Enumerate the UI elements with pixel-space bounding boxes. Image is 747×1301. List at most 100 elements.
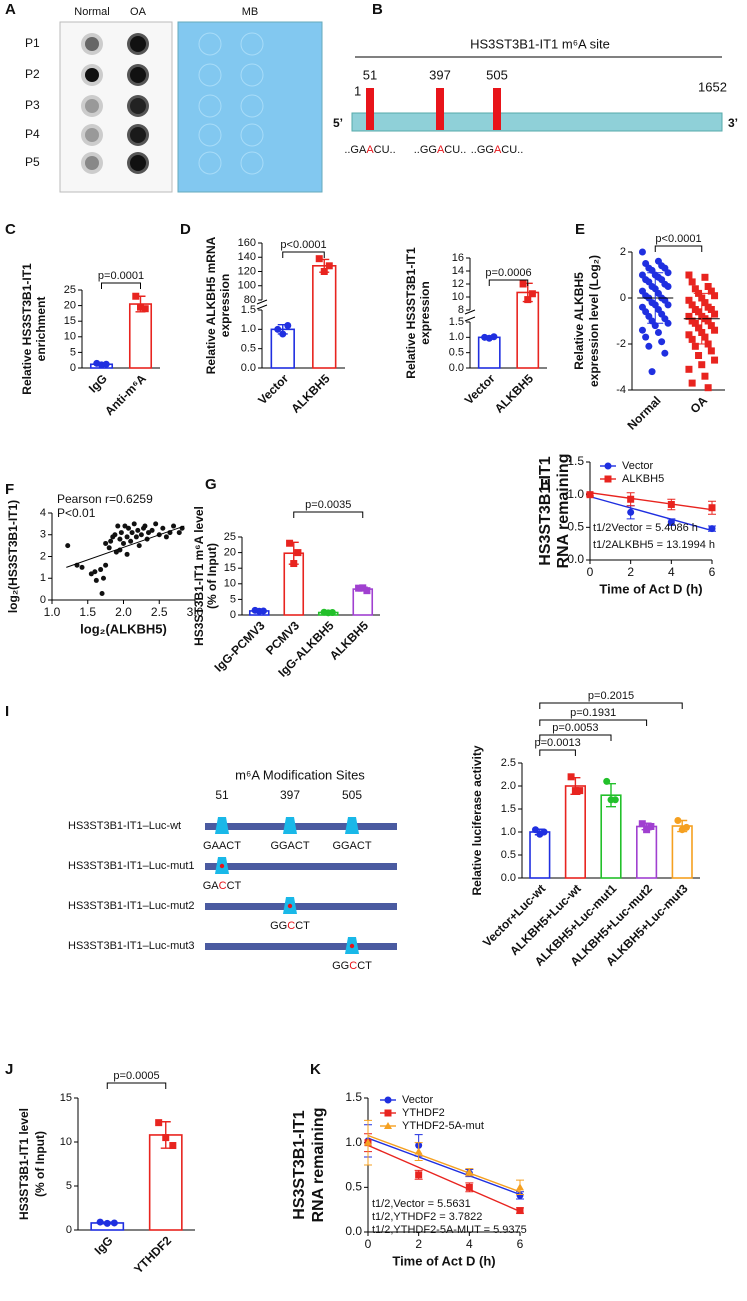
data-point [284, 321, 292, 329]
transcript-bar [351, 112, 723, 132]
data-point [286, 539, 294, 547]
y-axis-label: RNA remaining [555, 454, 572, 569]
data-point [567, 773, 575, 781]
y-tick-label: 10 [452, 291, 464, 303]
y-tick-label: 140 [238, 251, 256, 263]
y-tick-label: 10 [224, 578, 236, 590]
fit-line [367, 1134, 521, 1193]
y-tick-label: 12 [452, 278, 464, 290]
motif-part: GG [270, 920, 287, 932]
data-point [701, 372, 709, 380]
motif-part: CT [295, 920, 310, 932]
x-tick-label: IgG-PCMV3 [212, 618, 268, 674]
x-tick-label: 0 [587, 565, 594, 579]
panel-label: H [540, 476, 551, 493]
annotation: Pearson r=0.6259 [57, 492, 153, 506]
data-point [685, 271, 693, 279]
legend-marker [604, 475, 612, 483]
error-bar [693, 292, 710, 345]
data-point [661, 349, 669, 357]
row-label: P2 [25, 67, 40, 81]
y-tick-label: 15 [224, 562, 236, 574]
data-point [516, 1191, 524, 1199]
x-tick-label: 2.5 [151, 605, 168, 619]
data-point [667, 500, 675, 508]
y-tick-label: 5 [70, 346, 76, 358]
data-point [465, 1183, 473, 1191]
blot-dot [130, 67, 146, 83]
x-axis-label: Time of Act D (h) [392, 1253, 495, 1268]
y-tick-label: 80 [244, 294, 256, 306]
y-tick-label: 1.5 [449, 316, 464, 328]
data-point [576, 787, 584, 795]
data-point [414, 1147, 423, 1155]
y-tick-label: 8 [458, 304, 464, 316]
y-tick-label: 0 [40, 594, 46, 606]
row-label: P3 [25, 98, 40, 112]
annotation: t1/2,Vector = 5.5631 [372, 1198, 471, 1210]
annotation: P<0.01 [57, 506, 96, 520]
annotation: t1/2ALKBH5 = 13.1994 h [593, 539, 715, 551]
stain-label: MB [242, 6, 259, 18]
y-axis-label: Relative HS3ST3B1-IT1 [20, 263, 34, 395]
data-point [603, 777, 611, 785]
y-axis-label: HS3ST3B1-IT1 m⁶A level [192, 506, 206, 646]
data-point [149, 527, 155, 533]
mutation-dot [287, 903, 293, 909]
data-point [695, 352, 703, 359]
construct-name: HS3ST3B1-IT1–Luc-wt [68, 820, 181, 832]
y-tick-label: 0 [66, 1224, 72, 1236]
blot-dot [85, 128, 99, 142]
panel-label: A [5, 1, 16, 18]
bar [477, 336, 501, 369]
legend-label: ALKBH5 [622, 473, 664, 485]
significance-bracket [539, 749, 576, 756]
y-tick-label: 20 [224, 547, 236, 559]
y-tick-label: 100 [238, 280, 256, 292]
data-point [102, 360, 110, 368]
y-tick-label: 0.5 [567, 520, 584, 534]
y-tick-label: 10 [60, 1136, 72, 1148]
y-axis-label: expression [418, 281, 432, 344]
y-tick-label: 3 [40, 529, 46, 541]
y-tick-label: 16 [452, 252, 464, 264]
y-axis-label: HS3ST3B1-IT1 level [17, 1108, 31, 1220]
data-point [524, 296, 532, 304]
construct-bar [205, 903, 397, 910]
five-prime: 5’ [333, 116, 343, 130]
y-tick-label: 1.0 [449, 331, 464, 343]
mb-dot [240, 63, 264, 87]
panel-label: C [5, 221, 16, 238]
site-motif: ..GAACU.. [344, 144, 395, 156]
y-axis-label: Relative ALKBH5 mRNA [204, 236, 218, 374]
p-value: p=0.1931 [570, 707, 616, 719]
y-tick-label: 25 [64, 284, 76, 296]
y-tick-label: 14 [452, 265, 464, 277]
mb-dot [198, 123, 222, 147]
data-point [654, 329, 662, 336]
y-tick-label: -4 [616, 384, 626, 396]
mb-dot [240, 32, 264, 56]
data-point [98, 567, 104, 573]
site-marker [215, 817, 229, 834]
y-tick-label: 4 [40, 507, 46, 519]
bar [636, 825, 658, 879]
data-point [132, 292, 140, 300]
x-axis-label: Time of Act D (h) [599, 581, 702, 596]
bar [128, 303, 153, 369]
blot-dot [130, 98, 146, 114]
panel-label: G [205, 476, 217, 493]
motif-part: ..GG [471, 144, 494, 156]
data-point [294, 549, 302, 557]
x-tick-label: Vector [255, 371, 291, 407]
y-tick-label: 15 [60, 1092, 72, 1104]
data-point [490, 333, 498, 341]
data-point [137, 303, 144, 311]
data-point [664, 319, 672, 327]
data-point [695, 308, 703, 316]
construct-bar [205, 943, 397, 950]
data-point [121, 540, 126, 546]
x-tick-label: 2.0 [115, 605, 132, 619]
column-label: OA [130, 6, 147, 18]
